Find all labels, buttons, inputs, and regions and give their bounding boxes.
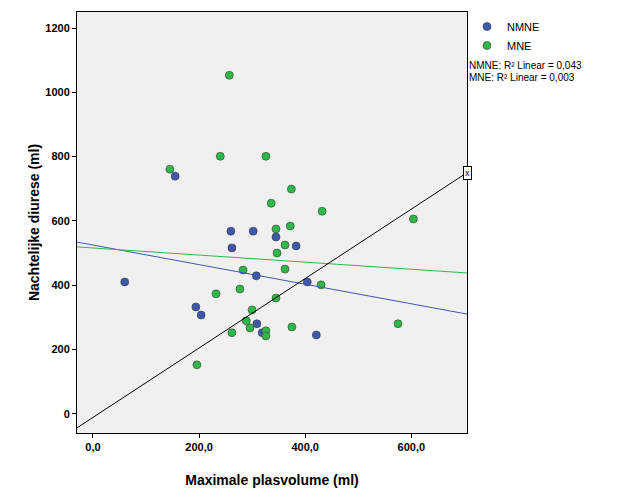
svg-text:Nachtelijke diurese (ml): Nachtelijke diurese (ml) [26,144,42,301]
svg-text:200: 200 [51,343,69,355]
svg-text:1200: 1200 [45,22,69,34]
svg-text:1000: 1000 [45,86,69,98]
svg-text:MNE: R² Linear = 0,003: MNE: R² Linear = 0,003 [469,72,575,83]
svg-text:800: 800 [51,150,69,162]
svg-text:x: x [465,168,470,178]
svg-text:400,0: 400,0 [291,441,319,453]
svg-text:NMNE: NMNE [507,21,539,33]
svg-text:400: 400 [51,279,69,291]
svg-text:600: 600 [51,215,69,227]
svg-text:0: 0 [64,408,70,420]
svg-text:MNE: MNE [507,40,531,52]
svg-text:0,0: 0,0 [85,441,100,453]
svg-text:200,0: 200,0 [185,441,213,453]
svg-text:Maximale plasvolume (ml): Maximale plasvolume (ml) [185,472,359,488]
svg-text:NMNE: R² Linear = 0,043: NMNE: R² Linear = 0,043 [469,60,582,71]
svg-text:600,0: 600,0 [398,441,426,453]
